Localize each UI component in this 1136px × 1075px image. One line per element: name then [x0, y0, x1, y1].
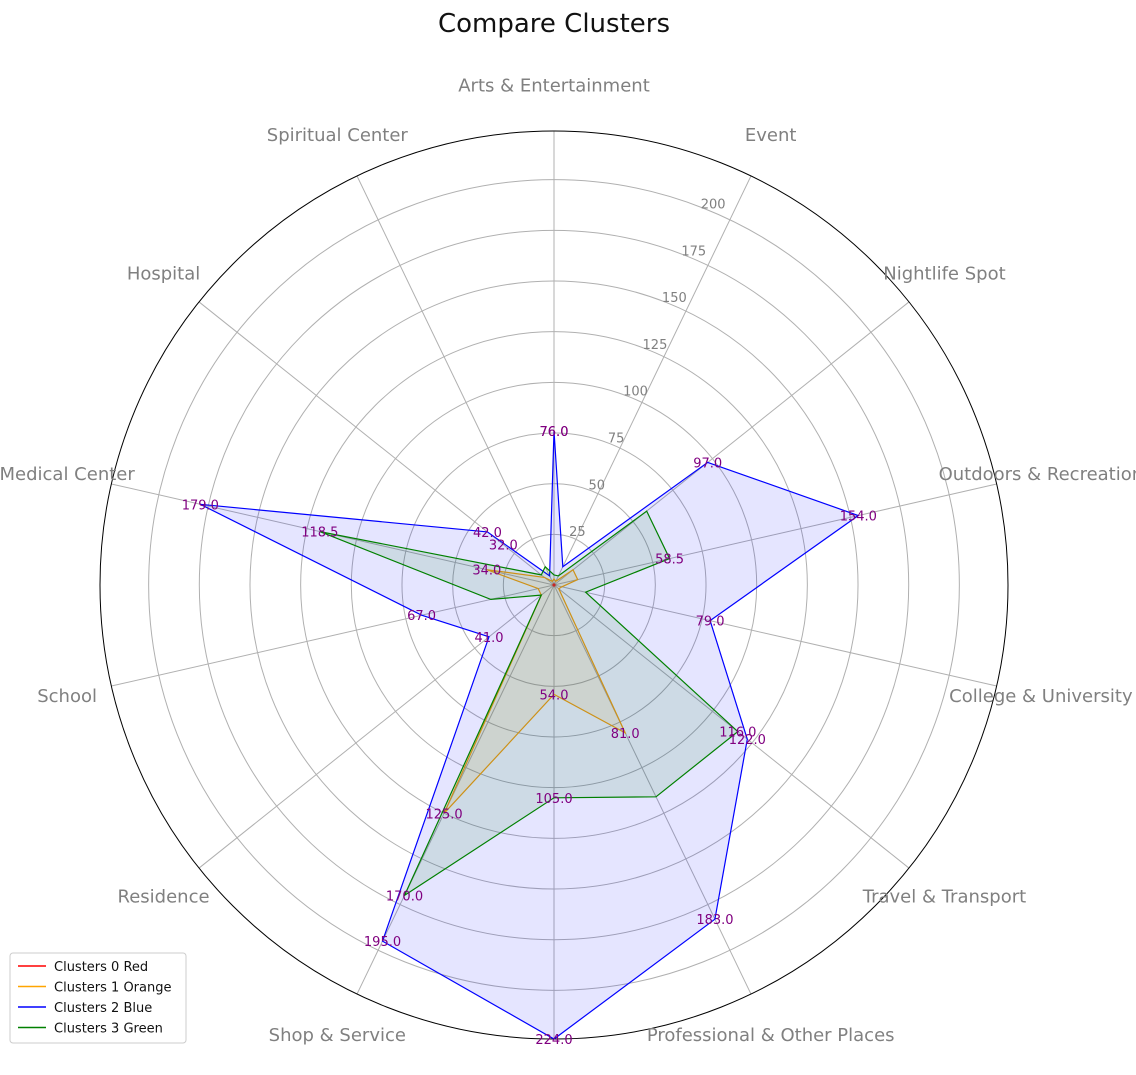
data-label: 32.0 — [489, 539, 518, 554]
grid-spoke — [111, 584, 555, 687]
data-label: 79.0 — [696, 615, 725, 630]
legend-entry: Clusters 0 Red — [54, 960, 148, 975]
tick-label: 100 — [623, 385, 648, 400]
series-line — [443, 568, 627, 814]
data-label: 54.0 — [540, 688, 569, 703]
data-label: 195.0 — [364, 935, 401, 950]
data-label: 170.0 — [386, 889, 423, 904]
data-label: 118.5 — [301, 526, 338, 541]
data-label: 125.0 — [425, 807, 462, 822]
data-label: 81.0 — [611, 727, 640, 742]
data-label: 154.0 — [840, 510, 877, 525]
data-label: 183.0 — [696, 913, 733, 928]
tick-label: 75 — [608, 432, 625, 447]
axis-category-label: Professional & Other Places — [647, 1025, 895, 1046]
tick-label: 150 — [662, 291, 687, 306]
data-label: 105.0 — [535, 792, 572, 807]
tick-label: 175 — [681, 244, 706, 259]
axis-label-layer: Arts & Entertainment Event Nightlife Spot O… — [0, 76, 1136, 1075]
series-line — [319, 510, 739, 898]
data-label: 122.0 — [729, 733, 766, 748]
grid-spoke — [553, 301, 910, 586]
axis-category-label: School — [37, 686, 97, 707]
data-label: 41.0 — [475, 631, 504, 646]
series-line — [200, 430, 860, 1040]
chart-title: Compare Clusters — [438, 9, 670, 39]
data-label: 67.0 — [407, 609, 436, 624]
data-label-layer: 76.076.097.0154.058.579.0122.0116.0183.0… — [182, 425, 877, 1048]
tick-layer: 25 50 75 100 125 150 175 200 — [569, 197, 725, 540]
axis-category-label: Residence — [118, 886, 210, 907]
legend-box — [9, 952, 187, 1044]
axis-category-label: Medical Center — [0, 464, 135, 485]
tick-label: 200 — [701, 197, 726, 212]
axis-category-label: Shop & Service — [269, 1025, 406, 1046]
grid-spoke — [553, 584, 752, 995]
axis-category-label: Outdoors & Recreation — [939, 464, 1136, 485]
axis-category-label: Hospital — [127, 264, 200, 285]
grid-spoke — [553, 584, 997, 687]
grid-spoke — [553, 175, 752, 586]
tick-label: 25 — [569, 525, 586, 540]
legend: Clusters 0 Red Clusters 1 Orange Clusters … — [9, 952, 187, 1044]
data-label: 76.0 — [540, 425, 569, 440]
tick-label: 50 — [589, 478, 606, 493]
data-label: 179.0 — [182, 498, 219, 513]
axis-category-label: College & University — [949, 686, 1133, 707]
data-label: 97.0 — [693, 456, 722, 471]
data-label: 76.0 — [540, 425, 569, 440]
data-label: 34.0 — [472, 564, 501, 579]
legend-entry: Clusters 2 Blue — [54, 1001, 152, 1016]
series-line — [552, 583, 556, 587]
axis-category-label: Nightlife Spot — [883, 264, 1005, 285]
grid-spoke — [356, 584, 555, 995]
data-label: 42.0 — [473, 526, 502, 541]
series-layer — [200, 430, 860, 1040]
grid-spoke — [356, 175, 555, 586]
grid-spoke — [198, 584, 555, 869]
axis-category-label: Event — [745, 125, 797, 146]
data-label: 58.5 — [655, 553, 684, 568]
data-label: 224.0 — [535, 1033, 572, 1048]
grid-spoke — [553, 483, 997, 586]
axis-category-label: Arts & Entertainment — [458, 76, 650, 97]
legend-entry: Clusters 3 Green — [54, 1022, 163, 1037]
legend-entry: Clusters 1 Orange — [54, 981, 171, 996]
tick-label: 125 — [643, 338, 668, 353]
axis-category-label: Travel & Transport — [862, 886, 1026, 907]
data-label: 116.0 — [719, 726, 756, 741]
axis-category-label: Spiritual Center — [267, 125, 409, 146]
